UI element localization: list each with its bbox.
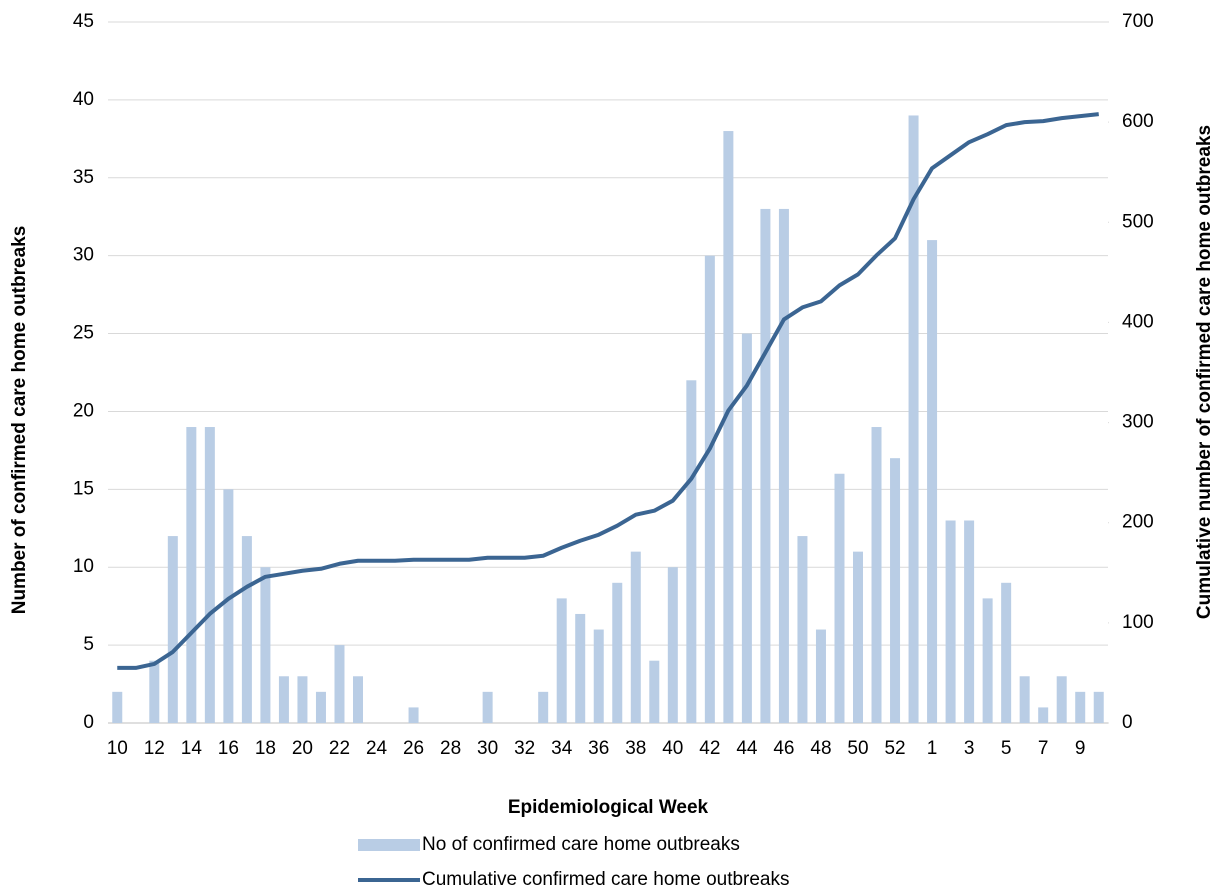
y2-axis-title: Cumulative number of confirmed care home…: [1194, 125, 1215, 619]
y2-tick-label: 0: [1122, 712, 1133, 733]
bar: [815, 629, 826, 723]
line: [117, 112, 1099, 670]
y-axis-title: Number of confirmed care home outbreaks: [9, 226, 30, 615]
bar: [760, 208, 771, 723]
bar: [908, 115, 919, 723]
bar: [853, 551, 863, 723]
x-tick-label: 12: [144, 738, 165, 759]
x-tick-label: 44: [736, 738, 758, 759]
x-tick-label: 16: [218, 738, 239, 759]
bar: [927, 240, 938, 724]
bar: [667, 567, 678, 723]
bar: [612, 582, 623, 723]
bar: [741, 333, 752, 723]
x-tick-label: 26: [403, 738, 424, 759]
x-tick-label: 52: [884, 738, 905, 759]
x-tick-label: 14: [181, 738, 203, 759]
x-tick-label: 18: [255, 738, 276, 759]
bar: [186, 427, 197, 723]
y-tick-label: 30: [73, 245, 94, 266]
x-tick-label: 42: [699, 738, 720, 759]
x-tick-label: 7: [1038, 738, 1049, 759]
bar: [260, 567, 271, 723]
x-tick-label: 34: [551, 738, 573, 759]
bar: [334, 645, 345, 723]
x-tick-label: 32: [514, 738, 535, 759]
x-tick-label: 30: [477, 738, 498, 759]
bar: [982, 598, 993, 723]
y-tick-label: 5: [83, 634, 94, 655]
bar: [630, 551, 641, 723]
bar: [649, 660, 660, 723]
y2-tick-label: 600: [1122, 111, 1154, 132]
bar: [871, 427, 882, 723]
bar: [482, 691, 493, 723]
x-tick-label: 9: [1075, 738, 1086, 759]
x-tick-label: 5: [1001, 738, 1012, 759]
x-tick-label: 36: [588, 738, 609, 759]
bar: [204, 427, 215, 723]
y2-tick-label: 200: [1122, 512, 1154, 533]
bar: [538, 691, 549, 723]
legend-swatch: [358, 839, 420, 851]
y-tick-label: 20: [73, 400, 94, 421]
x-tick-label: 10: [107, 738, 128, 759]
bar: [556, 598, 567, 723]
x-tick-label: 22: [329, 738, 350, 759]
bar: [686, 380, 697, 723]
legend-label: No of confirmed care home outbreaks: [422, 834, 740, 855]
bar: [778, 208, 789, 723]
bar: [1001, 582, 1012, 723]
y-tick-label: 10: [73, 556, 94, 577]
bar: [1075, 691, 1086, 723]
bar: [593, 629, 604, 723]
bar: [278, 676, 289, 723]
bar: [112, 691, 123, 723]
bar: [241, 536, 252, 723]
y2-tick-label: 300: [1122, 412, 1154, 433]
bar: [1019, 676, 1030, 723]
x-tick-label: 24: [366, 738, 388, 759]
x-tick-label: 20: [292, 738, 313, 759]
y2-tick-label: 100: [1122, 612, 1154, 633]
bar: [1093, 691, 1104, 723]
x-tick-label: 40: [662, 738, 683, 759]
bar: [723, 131, 734, 724]
bar: [890, 458, 901, 723]
y-tick-label: 15: [73, 478, 94, 499]
bar: [1038, 707, 1049, 723]
bar: [575, 613, 586, 723]
x-tick-label: 38: [625, 738, 646, 759]
x-tick-label: 1: [927, 738, 938, 759]
x-tick-label: 50: [847, 738, 868, 759]
y-tick-label: 0: [83, 712, 94, 733]
x-tick-label: 46: [773, 738, 794, 759]
y2-tick-label: 500: [1122, 211, 1154, 232]
y-tick-label: 35: [73, 167, 94, 188]
bar: [704, 255, 715, 723]
y-tick-label: 25: [73, 323, 94, 344]
bar: [964, 520, 975, 723]
y2-tick-label: 700: [1122, 11, 1154, 32]
bar: [1056, 676, 1067, 723]
y2-tick-label: 400: [1122, 311, 1154, 332]
y-tick-label: 45: [73, 11, 94, 32]
x-tick-label: 48: [810, 738, 831, 759]
x-tick-label: 28: [440, 738, 461, 759]
bar: [408, 707, 419, 723]
bar: [353, 676, 363, 723]
bar: [834, 473, 845, 723]
x-axis-title: Epidemiological Week: [508, 797, 709, 818]
bar: [297, 676, 308, 723]
y-tick-label: 40: [73, 89, 94, 110]
bar: [223, 489, 234, 723]
bar: [797, 536, 808, 723]
legend-label: Cumulative confirmed care home outbreaks: [422, 869, 790, 890]
bar: [167, 536, 178, 723]
x-tick-label: 3: [964, 738, 975, 759]
bar: [149, 660, 160, 723]
bar: [315, 691, 326, 723]
bar: [945, 520, 956, 723]
